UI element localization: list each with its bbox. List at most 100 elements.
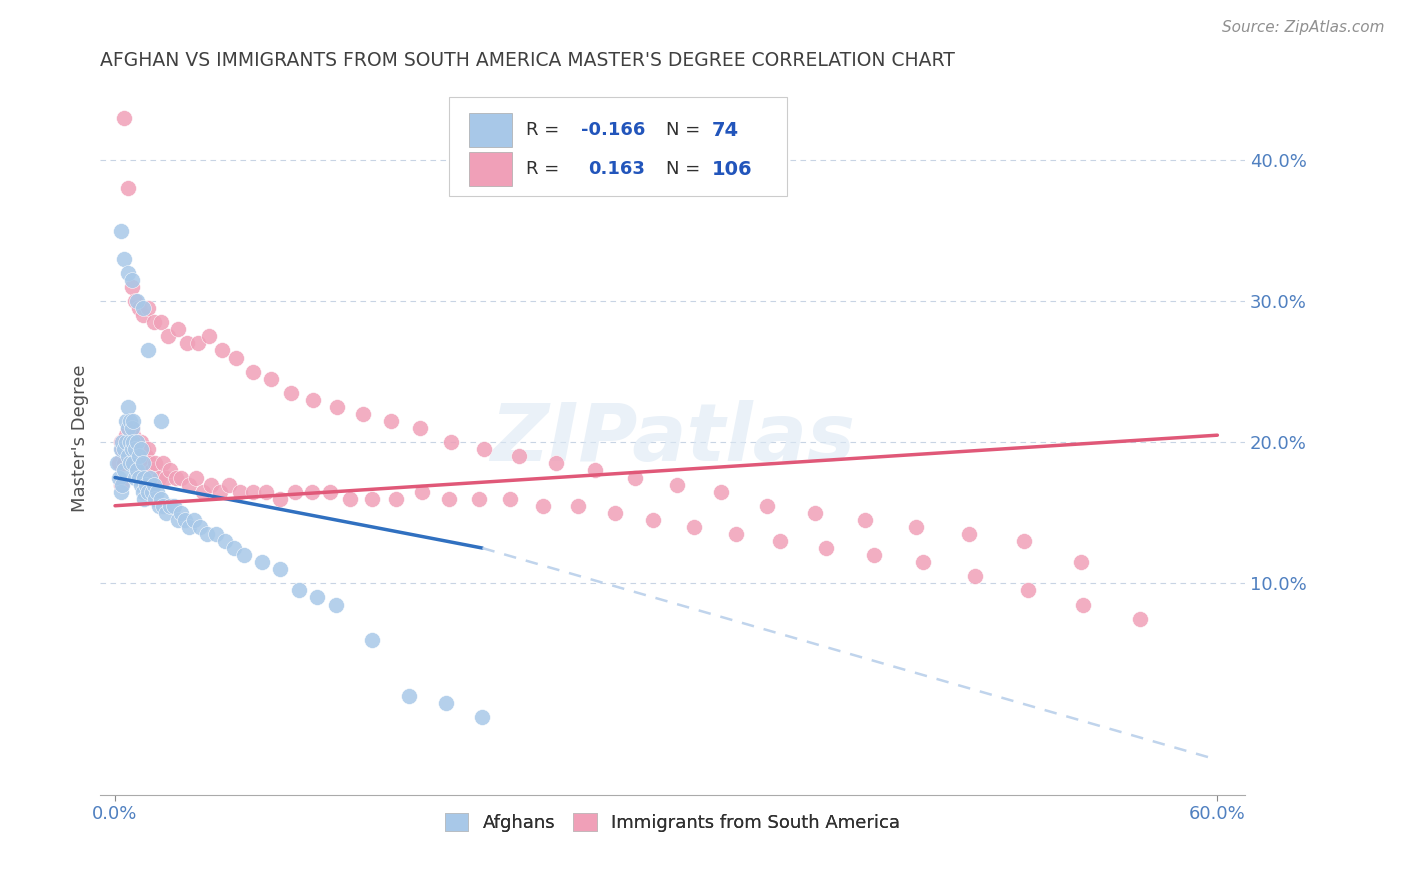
Point: [115, 435, 138, 450]
Point: [232, 548, 254, 562]
Point: [208, 484, 231, 499]
Point: [131, 457, 153, 471]
Point: [603, 506, 626, 520]
Point: [110, 477, 132, 491]
Point: [121, 273, 143, 287]
Text: R =: R =: [526, 121, 565, 139]
Point: [409, 421, 432, 435]
Point: [148, 499, 170, 513]
Point: [117, 266, 139, 280]
Point: [129, 442, 152, 457]
Point: [111, 477, 134, 491]
Point: [136, 343, 159, 358]
Point: [177, 520, 200, 534]
Point: [129, 477, 152, 491]
Point: [155, 470, 177, 484]
Point: [124, 294, 146, 309]
Point: [124, 442, 146, 457]
Point: [105, 457, 128, 471]
Point: [159, 463, 181, 477]
Text: AFGHAN VS IMMIGRANTS FROM SOUTH AMERICA MASTER'S DEGREE CORRELATION CHART: AFGHAN VS IMMIGRANTS FROM SOUTH AMERICA …: [100, 51, 955, 70]
Point: [280, 385, 302, 400]
Point: [131, 484, 153, 499]
Text: 106: 106: [711, 160, 752, 178]
Point: [149, 491, 172, 506]
Point: [468, 491, 491, 506]
Point: [197, 329, 219, 343]
Point: [165, 470, 187, 484]
Point: [117, 442, 139, 457]
Point: [724, 527, 747, 541]
Point: [122, 457, 145, 471]
Text: R =: R =: [526, 161, 571, 178]
Point: [139, 457, 162, 471]
Point: [682, 520, 704, 534]
Point: [131, 308, 153, 322]
Point: [756, 499, 779, 513]
Point: [145, 491, 167, 506]
Point: [139, 470, 162, 484]
Point: [471, 710, 494, 724]
Point: [112, 463, 135, 477]
Point: [170, 506, 193, 520]
Point: [152, 499, 174, 513]
Point: [567, 499, 589, 513]
Point: [121, 421, 143, 435]
Point: [815, 541, 838, 555]
Point: [769, 534, 792, 549]
Text: N =: N =: [666, 121, 706, 139]
Point: [242, 484, 264, 499]
Point: [134, 470, 156, 484]
Point: [121, 280, 143, 294]
Point: [398, 690, 420, 704]
Point: [439, 491, 461, 506]
Point: [1014, 534, 1036, 549]
Point: [142, 477, 165, 491]
Point: [183, 513, 205, 527]
Point: [853, 513, 876, 527]
FancyBboxPatch shape: [468, 113, 512, 147]
Legend: Afghans, Immigrants from South America: Afghans, Immigrants from South America: [437, 805, 908, 839]
Point: [1071, 598, 1094, 612]
Point: [142, 315, 165, 329]
Point: [128, 450, 150, 464]
Point: [166, 322, 188, 336]
Point: [170, 470, 193, 484]
Point: [159, 499, 181, 513]
Point: [128, 470, 150, 484]
Point: [136, 301, 159, 315]
Point: [135, 477, 157, 491]
Point: [284, 484, 307, 499]
Point: [352, 407, 374, 421]
Point: [118, 457, 141, 471]
Point: [112, 435, 135, 450]
Point: [225, 351, 247, 365]
Point: [184, 470, 207, 484]
Point: [128, 450, 150, 464]
Point: [152, 457, 174, 471]
Point: [242, 365, 264, 379]
Point: [124, 470, 146, 484]
Point: [112, 457, 135, 471]
Point: [149, 315, 172, 329]
Point: [325, 598, 347, 612]
Point: [122, 435, 145, 450]
Point: [254, 484, 277, 499]
Point: [110, 435, 132, 450]
Point: [146, 484, 169, 499]
Point: [110, 484, 132, 499]
Point: [195, 527, 218, 541]
Point: [200, 477, 222, 491]
Point: [166, 513, 188, 527]
Point: [121, 442, 143, 457]
Point: [121, 421, 143, 435]
Point: [111, 442, 134, 457]
Point: [129, 435, 152, 450]
Point: [155, 506, 177, 520]
Point: [177, 477, 200, 491]
Point: [193, 484, 215, 499]
Text: Source: ZipAtlas.com: Source: ZipAtlas.com: [1222, 20, 1385, 35]
Point: [957, 527, 980, 541]
Point: [1017, 583, 1039, 598]
Point: [122, 457, 145, 471]
